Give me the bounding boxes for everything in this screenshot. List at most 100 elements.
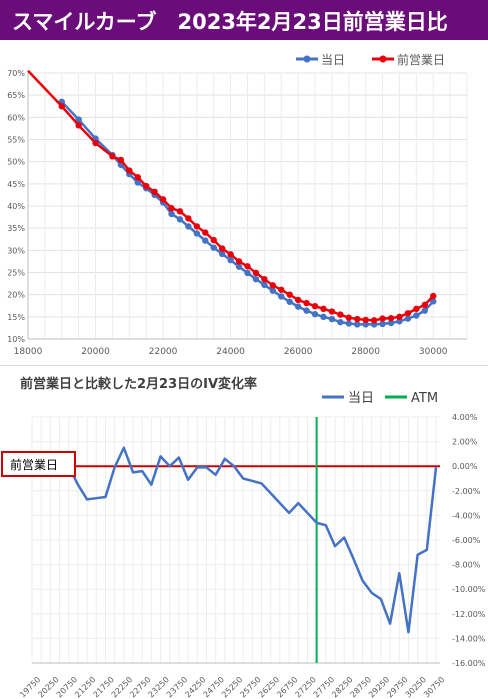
point-prev: [151, 188, 158, 196]
point-prev: [362, 316, 369, 324]
point-today: [320, 313, 327, 321]
point-prev: [227, 251, 234, 258]
chart-divider: [0, 365, 488, 366]
point-prev: [142, 182, 150, 190]
point-today: [235, 263, 243, 270]
chart2-y-tick-labels: 4.00% 2.00% 0.00% -2.00% -4.00% -6.00% -8.00% -…: [452, 413, 486, 668]
point-today: [261, 281, 268, 289]
point-prev: [278, 286, 285, 293]
point-prev: [387, 314, 395, 322]
point-today: [311, 310, 319, 318]
title-banner: スマイルカーブ 2023年2月23日前営業日比: [0, 0, 488, 40]
point-today: [379, 320, 386, 328]
point-prev: [134, 173, 141, 181]
point-prev: [210, 236, 217, 244]
point-prev: [185, 215, 192, 222]
point-prev: [404, 310, 412, 317]
point-prev: [109, 153, 116, 160]
legend-marker-prev: [379, 55, 387, 63]
point-prev: [261, 275, 268, 283]
legend-label-today: 当日: [321, 53, 345, 67]
legend-label-prev: 前営業日: [397, 52, 445, 67]
chart2-title: 前営業日と比較した2月23日のIV変化率: [20, 376, 257, 392]
point-prev: [421, 301, 428, 309]
point-prev: [244, 263, 251, 270]
chart2-x-tick: 30750: [422, 675, 446, 699]
chart1-y-tick: 55%: [7, 136, 25, 145]
point-prev: [294, 296, 302, 304]
legend-marker-today: [303, 55, 311, 63]
point-prev: [193, 223, 201, 230]
chart1-x-tick: 28000: [351, 347, 380, 357]
point-today: [75, 116, 82, 123]
chart2-y-tick: -10.00%: [452, 585, 486, 594]
chart1-y-tick: 25%: [7, 269, 25, 278]
point-today: [134, 179, 141, 186]
chart1-y-tick: 35%: [7, 224, 25, 233]
point-today: [354, 321, 361, 328]
point-prev: [176, 208, 184, 215]
point-prev: [126, 167, 133, 174]
iv-change-chart: 前営業日と比較した2月23日のIV変化率 4.00% 2.00% 0.00% -2.0…: [1, 376, 486, 699]
chart2-y-tick: -8.00%: [452, 561, 481, 570]
legend-label-today2: 当日: [348, 391, 374, 406]
chart1-gridlines: [27, 72, 468, 340]
point-today: [193, 230, 201, 237]
chart1-y-tick-labels: 10% 15% 20% 25% 30% 35% 40% 45% 50% 55% 60% 65% 70%: [7, 69, 25, 344]
point-prev: [370, 317, 378, 324]
point-prev: [58, 103, 65, 110]
point-today: [202, 237, 209, 244]
chart1-x-tick: 20000: [81, 347, 110, 357]
point-prev: [379, 315, 386, 322]
point-prev: [396, 313, 403, 321]
point-today: [387, 319, 395, 327]
chart2-y-tick: -16.00%: [452, 659, 486, 668]
point-prev: [337, 311, 344, 318]
chart2-series: [28, 417, 440, 663]
chart1-x-tick: 22000: [149, 347, 178, 357]
point-prev: [320, 305, 327, 313]
chart1-legend: 当日 前営業日: [296, 52, 445, 67]
point-prev: [168, 205, 175, 212]
point-today: [362, 321, 369, 328]
point-today: [168, 210, 175, 218]
point-today: [303, 307, 310, 314]
chart2-y-tick: -2.00%: [452, 487, 481, 496]
point-today: [328, 315, 336, 323]
point-today: [294, 303, 302, 310]
chart1-y-tick: 60%: [7, 113, 25, 122]
legend-label-atm: ATM: [411, 391, 438, 406]
point-today: [252, 275, 260, 283]
point-prev: [269, 282, 277, 289]
point-today: [278, 293, 285, 300]
point-today: [227, 256, 234, 264]
chart1-x-tick: 24000: [216, 347, 245, 357]
chart2-y-tick: -6.00%: [452, 536, 481, 545]
point-today: [345, 320, 353, 327]
chart1-y-tick: 65%: [7, 91, 25, 100]
point-prev: [117, 156, 125, 164]
page-title: スマイルカーブ 2023年2月23日前営業日比: [12, 10, 448, 34]
smile-curve-chart: 10%15%20%25%30%35%40%45%50%55%60%65%70% …: [7, 52, 468, 357]
chart1-x-tick: 30000: [419, 347, 448, 357]
chart2-y-tick: 2.00%: [452, 438, 478, 447]
point-today: [185, 223, 192, 230]
point-today: [413, 312, 420, 319]
point-prev: [430, 292, 437, 300]
chart1-y-tick: 30%: [7, 246, 25, 255]
chart1-y-tick: 20%: [7, 291, 25, 300]
chart2-y-tick: -4.00%: [452, 511, 481, 520]
point-prev: [413, 305, 420, 313]
chart2-y-tick: 0.00%: [452, 462, 478, 471]
point-prev: [159, 196, 167, 203]
chart1-y-tick: 70%: [7, 69, 25, 78]
point-prev: [252, 269, 260, 277]
point-today: [244, 269, 251, 277]
point-prev: [202, 229, 209, 236]
annotation-label: 前営業日: [10, 457, 58, 472]
point-prev: [235, 258, 243, 265]
chart1-y-tick: 40%: [7, 202, 25, 211]
point-today: [218, 250, 226, 258]
point-prev: [286, 291, 293, 298]
iv-change-line: [67, 446, 438, 634]
